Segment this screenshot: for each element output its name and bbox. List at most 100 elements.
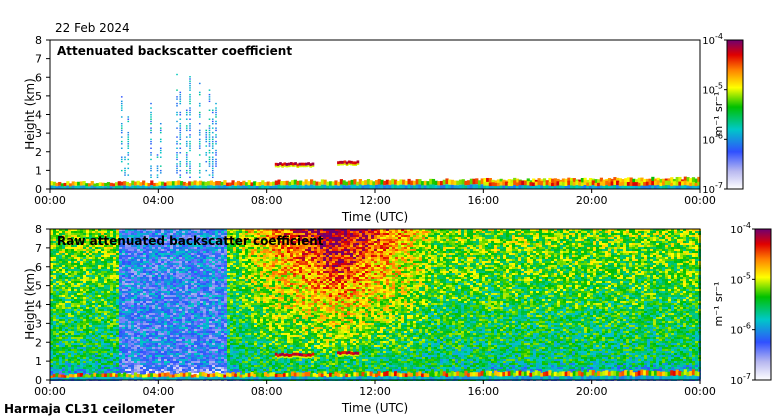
heatmap-cell: [170, 295, 173, 297]
boundary-layer-cell: [293, 179, 297, 185]
heatmap-cell: [50, 369, 53, 371]
precip-streak-dot: [176, 73, 178, 76]
heatmap-cell: [131, 297, 134, 299]
heatmap-cell: [77, 363, 80, 365]
boundary-layer-cell: [645, 185, 650, 189]
heatmap-cell: [65, 241, 68, 243]
heatmap-cell: [65, 283, 68, 285]
heatmap-cell: [170, 303, 173, 305]
heatmap-cell: [128, 303, 131, 305]
boundary-layer-cell: [686, 181, 690, 186]
heatmap-cell: [110, 359, 113, 361]
heatmap-cell: [62, 231, 65, 233]
heatmap-cell: [77, 351, 80, 353]
heatmap-cell: [116, 279, 119, 281]
heatmap-cell: [101, 275, 104, 277]
heatmap-cell: [65, 345, 68, 347]
boundary-layer-cell: [499, 185, 503, 189]
heatmap-cell: [98, 337, 101, 339]
heatmap-cell: [128, 249, 131, 251]
precip-streak-dot: [150, 138, 152, 141]
heatmap-cell: [89, 371, 92, 373]
heatmap-cell: [107, 327, 110, 329]
precip-streak-dot: [176, 158, 178, 161]
heatmap-cell: [110, 347, 113, 349]
heatmap-cell: [83, 245, 86, 247]
heatmap-cell: [128, 313, 131, 315]
heatmap-cell: [191, 295, 194, 297]
boundary-layer-cell: [523, 185, 528, 189]
boundary-layer-cell: [272, 181, 276, 186]
boundary-layer-cell: [212, 185, 216, 189]
heatmap-cell: [176, 347, 179, 349]
heatmap-cell: [194, 259, 197, 261]
boundary-layer-cell: [71, 181, 75, 186]
heatmap-cell: [107, 341, 110, 343]
heatmap-cell: [65, 369, 68, 371]
heatmap-cell: [74, 251, 77, 253]
heatmap-cell: [107, 285, 110, 287]
heatmap-cell: [125, 357, 128, 359]
boundary-layer-cell: [253, 181, 257, 186]
heatmap-cell: [89, 241, 92, 243]
heatmap-cell: [197, 305, 200, 307]
heatmap-cell: [143, 231, 146, 233]
precip-streak-dot: [150, 129, 152, 132]
heatmap-cell: [80, 309, 83, 311]
boundary-layer-cell: [188, 181, 192, 186]
heatmap-cell: [74, 297, 77, 299]
boundary-layer-cell: [440, 180, 444, 186]
heatmap-cell: [128, 285, 131, 287]
boundary-layer-cell: [288, 185, 292, 189]
precip-streak-dot: [211, 143, 214, 145]
boundary-layer-cell: [529, 182, 533, 186]
heatmap-cell: [170, 273, 173, 275]
heatmap-cell: [158, 335, 161, 337]
heatmap-cell: [149, 361, 152, 363]
heatmap-cell: [98, 315, 101, 317]
heatmap-cell: [65, 285, 68, 287]
heatmap-cell: [188, 321, 191, 323]
heatmap-cell: [92, 309, 95, 311]
heatmap-cell: [152, 293, 155, 295]
heatmap-cell: [161, 285, 164, 287]
boundary-layer-cell: [689, 186, 693, 189]
heatmap-cell: [59, 265, 62, 267]
boundary-layer-cell: [637, 182, 641, 187]
heatmap-cell: [80, 295, 83, 297]
boundary-layer-cell: [128, 183, 132, 187]
heatmap-cell: [83, 363, 86, 365]
precip-streak-dot: [120, 127, 123, 129]
heatmap-cell: [50, 311, 53, 313]
heatmap-cell: [191, 271, 194, 273]
precip-streak-dot: [215, 134, 217, 136]
boundary-layer-cell: [556, 181, 560, 186]
heatmap-cell: [86, 297, 89, 299]
heatmap-cell: [98, 249, 101, 251]
heatmap-cell: [161, 339, 164, 341]
heatmap-cell: [62, 261, 65, 263]
heatmap-cell: [98, 311, 101, 313]
heatmap-cell: [161, 349, 164, 351]
heatmap-cell: [197, 349, 200, 351]
heatmap-cell: [188, 357, 191, 359]
boundary-layer-cell: [207, 185, 211, 189]
heatmap-cell: [92, 255, 95, 257]
heatmap-cell: [140, 303, 143, 305]
heatmap-cell: [68, 303, 71, 305]
heatmap-cell: [179, 295, 182, 297]
cloud-layer-cell: [356, 163, 360, 165]
heatmap-cell: [50, 295, 53, 297]
heatmap-cell: [158, 301, 161, 303]
heatmap-cell: [122, 305, 125, 307]
heatmap-cell: [134, 339, 137, 341]
heatmap-cell: [194, 365, 197, 367]
boundary-layer-cell: [372, 181, 376, 186]
heatmap-cell: [143, 307, 146, 309]
heatmap-cell: [98, 313, 101, 315]
heatmap-cell: [56, 231, 59, 233]
heatmap-cell: [182, 331, 185, 333]
boundary-layer-cell: [575, 180, 579, 186]
heatmap-cell: [110, 285, 113, 287]
boundary-layer-cell: [469, 178, 473, 185]
